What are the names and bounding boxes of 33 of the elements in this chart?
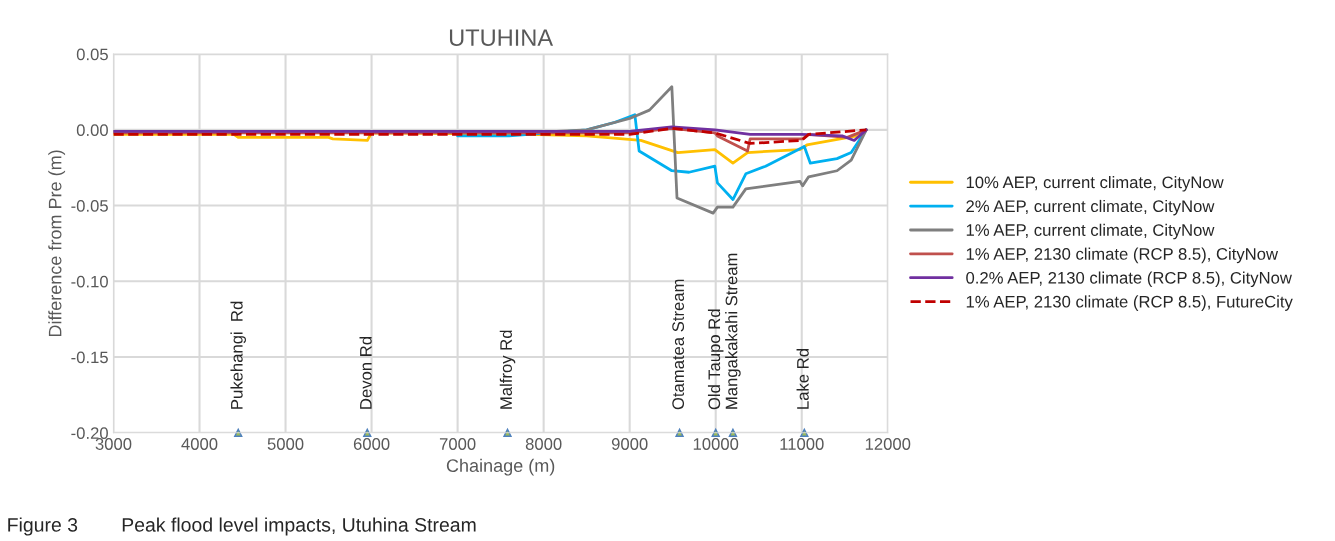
x-tick-label: 9000 bbox=[611, 438, 648, 450]
x-tick-label: 4000 bbox=[181, 438, 218, 450]
x-tick-label: 10000 bbox=[693, 438, 739, 450]
y-axis-title: Difference from Pre (m) bbox=[48, 150, 66, 337]
legend-label: 1% AEP, current climate, CityNow bbox=[966, 223, 1215, 240]
x-tick-label: 8000 bbox=[525, 438, 562, 450]
legend-label: 1% AEP, 2130 climate (RCP 8.5), FutureCity bbox=[966, 295, 1293, 311]
y-tick-label: -0.05 bbox=[71, 199, 108, 212]
annotation: Mangakakahi Stream bbox=[725, 253, 741, 409]
annotation: Otamatea Stream bbox=[672, 279, 685, 410]
y-tick-label: -0.15 bbox=[71, 351, 108, 364]
legend-label: 1% AEP, 2130 climate (RCP 8.5), CityNow bbox=[966, 247, 1279, 264]
x-tick-label: 6000 bbox=[353, 438, 390, 450]
annotation: Malfroy Rd bbox=[499, 330, 516, 409]
legend-label: 2% AEP, current climate, CityNow bbox=[966, 199, 1215, 216]
x-tick-label: 7000 bbox=[439, 438, 476, 450]
x-axis-title: Chainage (m) bbox=[446, 458, 555, 476]
legend-label: 0.2% AEP, 2130 climate (RCP 8.5), CityNow bbox=[966, 271, 1292, 288]
annotation: Devon Rd bbox=[359, 337, 372, 409]
x-tick-label: 3000 bbox=[95, 438, 132, 450]
y-tick-label: 0.00 bbox=[76, 124, 108, 137]
y-tick-label: 0.05 bbox=[76, 48, 108, 61]
x-tick-label: 11000 bbox=[780, 438, 824, 450]
annotation: Lake Rd bbox=[796, 349, 809, 409]
caption: Figure 3 Peak flood level impacts, Utuhina Stream bbox=[8, 517, 476, 536]
y-tick-label: -0.10 bbox=[71, 275, 108, 288]
annotation: Old Taupo Rd bbox=[707, 309, 724, 410]
x-tick-label: 12000 bbox=[865, 438, 911, 450]
y-tick-label: -0.20 bbox=[71, 427, 108, 439]
x-tick-label: 5000 bbox=[267, 438, 304, 450]
annotation: Pukehangi Rd bbox=[230, 301, 246, 409]
chart-title: UTUHINA bbox=[449, 29, 554, 46]
legend-label: 10% AEP, current climate, CityNow bbox=[966, 176, 1224, 192]
